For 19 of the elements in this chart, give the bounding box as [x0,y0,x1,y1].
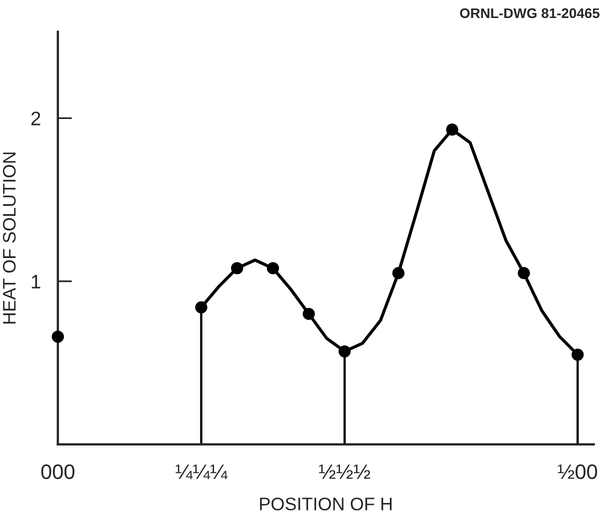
point [572,348,584,361]
x-tick-label: 000 [41,464,74,480]
x-tick-label: ½½½ [319,464,370,479]
point [338,345,351,358]
text: ORNL-DWG 81-20465 [460,8,600,18]
point [195,301,208,314]
y-tick-label: 2 [31,112,40,126]
y-tick-label: 1 [32,274,40,288]
point [392,267,404,280]
y-axis-title: HEAT OF SOLUTION [2,152,16,324]
point [518,267,530,280]
x-tick-label: ¼¼¼ [176,464,228,480]
x-axis-title: POSITION OF H [260,498,392,510]
point [231,262,244,274]
point [446,124,458,136]
point [52,330,64,343]
point [266,262,280,274]
point [302,308,315,320]
x-tick-label: ½00 [558,464,598,480]
